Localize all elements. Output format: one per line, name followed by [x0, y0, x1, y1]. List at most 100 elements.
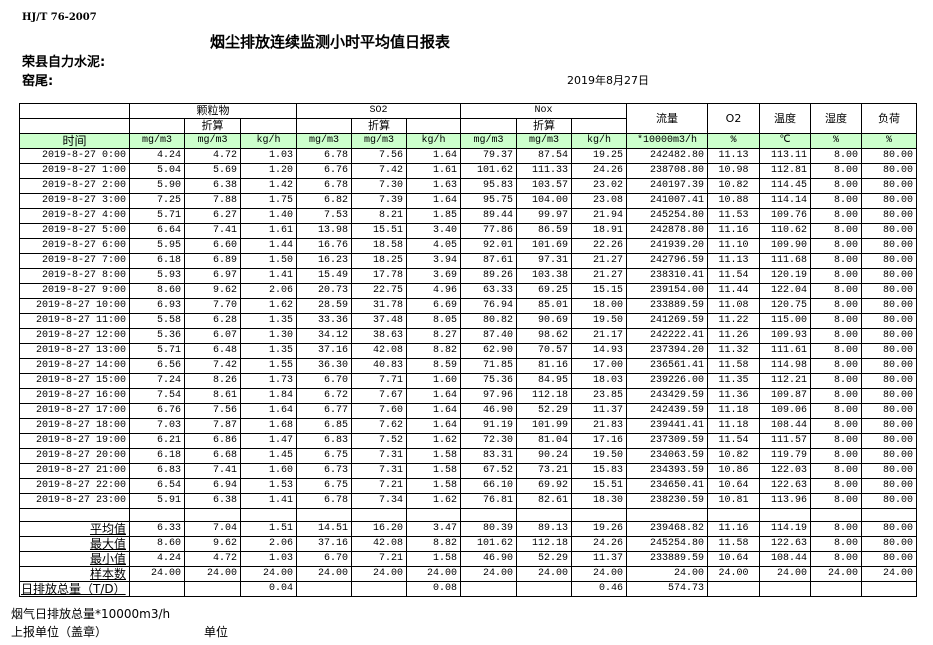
cell-nox-kgh: 17.16	[571, 433, 627, 449]
blank-row	[19, 508, 917, 522]
cell-humidity: 8.00	[810, 388, 862, 404]
cell-so2-mg: 28.59	[296, 298, 352, 314]
cell-load: 80.00	[861, 313, 917, 329]
cell-time: 2019-8-27 19:00	[19, 433, 130, 449]
reporting-unit-label: 上报单位（盖章）	[11, 625, 108, 639]
cell-particulate-mg: 4.24	[129, 551, 185, 567]
cell-humidity: 8.00	[810, 313, 862, 329]
cell-nox-mg: 46.90	[460, 551, 517, 567]
cell-so2-mg: 6.77	[296, 403, 352, 419]
cell-nox-kgh: 22.26	[571, 238, 627, 254]
cell-load: 80.00	[861, 148, 917, 164]
cell-particulate-converted: 9.62	[184, 283, 241, 299]
cell-time	[19, 508, 130, 522]
cell-flow: 24.00	[626, 566, 708, 582]
cell-o2	[707, 508, 760, 522]
header-converted: 折算	[184, 118, 241, 134]
cell-so2-converted: 7.42	[351, 163, 407, 179]
cell-nox-converted: 98.62	[516, 328, 572, 344]
cell-o2: 11.13	[707, 253, 760, 269]
cell-nox-kgh: 18.00	[571, 298, 627, 314]
cell-particulate-converted: 8.61	[184, 388, 241, 404]
cell-load: 80.00	[861, 373, 917, 389]
report-title: 烟尘排放连续监测小时平均值日报表	[210, 33, 451, 51]
cell-flow: 234393.59	[626, 463, 708, 479]
cell-so2-mg	[296, 508, 352, 522]
cell-particulate-kgh: 1.61	[240, 223, 297, 239]
cell-so2-converted: 31.78	[351, 298, 407, 314]
cell-particulate-converted: 7.88	[184, 193, 241, 209]
cell-nox-kgh: 18.30	[571, 493, 627, 509]
cell-nox-kgh: 21.27	[571, 268, 627, 284]
cell-so2-kgh: 3.69	[406, 268, 461, 284]
cell-particulate-mg: 7.24	[129, 373, 185, 389]
cell-flow: 242222.41	[626, 328, 708, 344]
cell-flow: 238230.59	[626, 493, 708, 509]
cell-particulate-mg: 5.36	[129, 328, 185, 344]
table-row: 2019-8-27 19:00 6.21 6.86 1.47 6.83 7.52 1.62 7…	[19, 433, 917, 449]
cell-particulate-converted: 6.97	[184, 268, 241, 284]
cell-so2-kgh: 4.05	[406, 238, 461, 254]
cell-nox-kgh: 0.46	[571, 581, 627, 597]
cell-nox-converted: 101.99	[516, 418, 572, 434]
cell-so2-kgh: 0.08	[406, 581, 461, 597]
cell-load: 80.00	[861, 283, 917, 299]
unit-load: %	[861, 133, 917, 149]
cell-so2-kgh: 3.47	[406, 521, 461, 537]
report-date: 2019年8月27日	[567, 74, 649, 87]
cell-load: 80.00	[861, 298, 917, 314]
cell-nox-kgh: 21.83	[571, 418, 627, 434]
table-row: 2019-8-27 17:00 6.76 7.56 1.64 6.77 7.60 1.64 4…	[19, 403, 917, 419]
cell-so2-converted: 42.08	[351, 536, 407, 552]
cell-nox-kgh: 21.17	[571, 328, 627, 344]
cell-particulate-kgh: 1.62	[240, 298, 297, 314]
cell-particulate-mg: 7.54	[129, 388, 185, 404]
cell-particulate-kgh: 1.41	[240, 493, 297, 509]
cell-so2-kgh	[406, 508, 461, 522]
cell-time: 2019-8-27 16:00	[19, 388, 130, 404]
cell-so2-kgh: 1.60	[406, 373, 461, 389]
cell-o2: 11.32	[707, 343, 760, 359]
cell-nox-kgh: 23.08	[571, 193, 627, 209]
cell-o2: 10.98	[707, 163, 760, 179]
cell-particulate-converted: 6.68	[184, 448, 241, 464]
cell-nox-mg: 80.39	[460, 521, 517, 537]
table-row: 2019-8-27 4:00 5.71 6.27 1.40 7.53 8.21 1.85 89…	[19, 208, 917, 224]
cell-o2: 24.00	[707, 566, 760, 582]
cell-so2-mg: 6.83	[296, 433, 352, 449]
table-row: 2019-8-27 14:00 6.56 7.42 1.55 36.30 40.83 8.5…	[19, 358, 917, 374]
cell-load: 24.00	[861, 566, 917, 582]
cell-o2: 11.54	[707, 268, 760, 284]
summary-row: 样本数 24.00 24.00 24.00 24.00 24.00 24.00 24.00 24…	[19, 566, 917, 582]
cell-so2-kgh: 1.58	[406, 551, 461, 567]
cell-nox-converted: 24.00	[516, 566, 572, 582]
cell-nox-mg: 71.85	[460, 358, 517, 374]
cell-nox-kgh: 19.50	[571, 448, 627, 464]
cell-load: 80.00	[861, 268, 917, 284]
cell-o2: 10.64	[707, 478, 760, 494]
cell-so2-converted: 16.20	[351, 521, 407, 537]
cell-so2-mg: 6.78	[296, 493, 352, 509]
cell-nox-kgh: 23.85	[571, 388, 627, 404]
cell-particulate-mg: 8.60	[129, 283, 185, 299]
cell-humidity: 8.00	[810, 298, 862, 314]
cell-nox-mg: 89.26	[460, 268, 517, 284]
summary-row: 最大值 8.60 9.62 2.06 37.16 42.08 8.82 101.62 112.1…	[19, 536, 917, 552]
cell-humidity: 8.00	[810, 238, 862, 254]
table-row: 2019-8-27 1:00 5.04 5.69 1.20 6.76 7.42 1.61 10…	[19, 163, 917, 179]
cell-load: 80.00	[861, 223, 917, 239]
cell-load: 80.00	[861, 238, 917, 254]
cell-nox-kgh: 11.37	[571, 403, 627, 419]
table-row: 2019-8-27 22:00 6.54 6.94 1.53 6.75 7.21 1.58 6…	[19, 478, 917, 494]
cell-so2-kgh: 24.00	[406, 566, 461, 582]
cell-time: 2019-8-27 12:00	[19, 328, 130, 344]
cell-so2-kgh: 1.63	[406, 178, 461, 194]
cell-so2-converted: 42.08	[351, 343, 407, 359]
cell-particulate-converted: 6.48	[184, 343, 241, 359]
cell-so2-kgh: 1.64	[406, 148, 461, 164]
cell-particulate-converted: 6.27	[184, 208, 241, 224]
cell-temperature: 119.79	[759, 448, 811, 464]
cell-so2-converted: 7.21	[351, 478, 407, 494]
cell-particulate-converted: 6.60	[184, 238, 241, 254]
cell-so2-kgh: 3.40	[406, 223, 461, 239]
